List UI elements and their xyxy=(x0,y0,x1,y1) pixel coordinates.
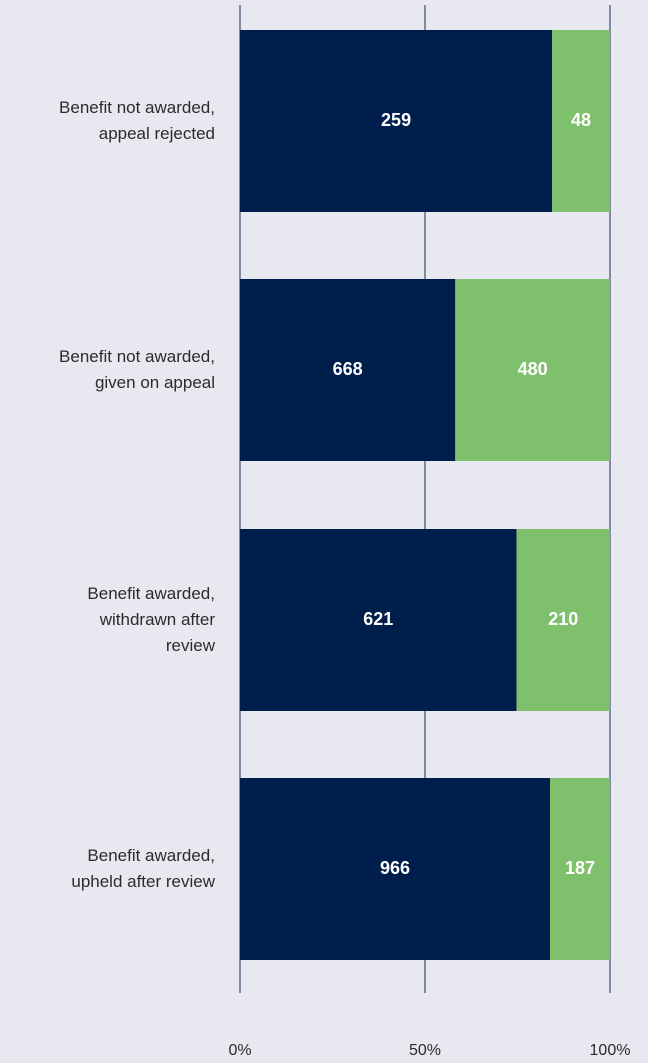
data-label: 187 xyxy=(565,858,595,878)
bar-segment xyxy=(552,30,610,212)
data-label: 668 xyxy=(333,359,363,379)
data-label: 621 xyxy=(363,609,393,629)
data-label: 259 xyxy=(381,110,411,130)
category-label: Benefit awarded, withdrawn after review xyxy=(87,584,215,655)
bar-segment xyxy=(240,279,456,461)
bar-segment xyxy=(455,279,610,461)
bar-segment xyxy=(240,30,553,212)
category-label: Benefit not awarded, given on appeal xyxy=(59,347,215,392)
category-label: Benefit awarded, upheld after review xyxy=(71,846,215,891)
bar-segment xyxy=(240,529,517,711)
data-label: 966 xyxy=(380,858,410,878)
data-label: 48 xyxy=(571,110,591,130)
data-label: 210 xyxy=(548,609,578,629)
bar-segment xyxy=(516,529,610,711)
x-tick-label: 0% xyxy=(228,1042,251,1059)
bar-segment xyxy=(549,778,610,960)
x-tick-label: 100% xyxy=(590,1042,631,1059)
bar-segment xyxy=(240,778,550,960)
category-label: Benefit not awarded, appeal rejected xyxy=(59,98,215,143)
x-tick-label: 50% xyxy=(409,1042,441,1059)
data-label: 480 xyxy=(518,359,548,379)
